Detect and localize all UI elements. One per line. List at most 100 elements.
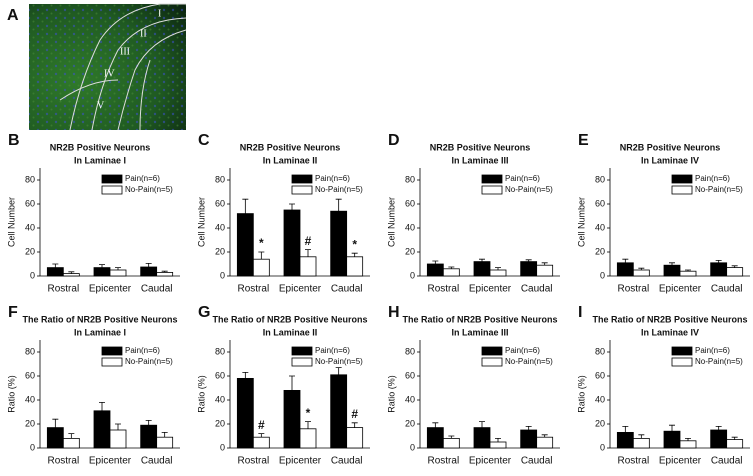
x-tick-label: Caudal xyxy=(521,456,553,467)
y-tick-label: 0 xyxy=(220,270,225,280)
legend-swatch xyxy=(101,174,123,184)
bar xyxy=(489,441,507,449)
x-tick-label: Caudal xyxy=(141,456,173,467)
y-tick-label: 40 xyxy=(405,222,415,232)
error-bar xyxy=(669,262,675,266)
error-bar xyxy=(448,266,455,269)
bar xyxy=(632,269,650,277)
error-bar xyxy=(305,421,311,429)
x-tick-label: Epicenter xyxy=(279,456,322,467)
chart-title: NR2B Positive Neurons xyxy=(50,142,151,152)
y-tick-label: 20 xyxy=(405,418,415,428)
chart-panel: E NR2B Positive Neurons In Laminae IV Cell … xyxy=(576,132,750,295)
panel-label: F xyxy=(8,304,18,321)
bar xyxy=(346,256,364,277)
chart-title: NR2B Positive Neurons xyxy=(430,142,531,152)
bar xyxy=(140,424,158,449)
error-bar xyxy=(622,426,629,433)
y-tick-label: 60 xyxy=(595,198,605,208)
legend-swatch xyxy=(481,174,503,184)
bar xyxy=(663,430,681,449)
chart-title: The Ratio of NR2B Positive Neurons xyxy=(402,314,557,324)
bar xyxy=(283,209,301,277)
error-bar xyxy=(258,433,265,438)
y-tick-label: 0 xyxy=(410,442,415,452)
y-tick-label: 80 xyxy=(405,346,415,356)
bar xyxy=(726,439,744,449)
bar xyxy=(46,427,64,449)
bar xyxy=(426,263,444,277)
error-bar xyxy=(495,438,501,442)
legend-label: No-Pain(n=5) xyxy=(505,185,553,194)
y-tick-label: 80 xyxy=(215,346,225,356)
y-tick-label: 40 xyxy=(25,222,35,232)
legend-label: Pain(n=6) xyxy=(315,174,350,183)
x-tick-label: Caudal xyxy=(521,284,553,295)
x-tick-label: Epicenter xyxy=(659,284,702,295)
y-tick-label: 40 xyxy=(215,394,225,404)
bar xyxy=(299,256,317,277)
bar xyxy=(236,377,254,449)
error-bar xyxy=(541,434,548,438)
bar xyxy=(330,374,348,449)
legend-swatch xyxy=(291,185,313,195)
legend-label: Pain(n=6) xyxy=(695,346,730,355)
error-bar xyxy=(715,426,722,430)
error-bar xyxy=(115,423,121,430)
chart-title: In Laminae I xyxy=(74,155,126,165)
micrograph-texture xyxy=(29,4,186,130)
error-bar xyxy=(99,264,105,268)
panel-label: G xyxy=(198,304,210,321)
y-axis-label: Cell Number xyxy=(196,197,206,247)
y-tick-label: 60 xyxy=(25,198,35,208)
y-tick-label: 0 xyxy=(600,442,605,452)
chart-panel: G The Ratio of NR2B Positive Neurons In La… xyxy=(196,304,370,467)
region-label: V xyxy=(97,100,105,111)
error-bar xyxy=(335,198,342,212)
y-tick-label: 80 xyxy=(595,346,605,356)
bar xyxy=(489,269,507,277)
error-bar xyxy=(685,438,691,441)
y-tick-label: 0 xyxy=(30,270,35,280)
bar xyxy=(62,273,80,277)
error-bar xyxy=(242,198,249,214)
y-tick-label: 0 xyxy=(410,270,415,280)
legend-swatch xyxy=(291,357,313,367)
bar xyxy=(299,428,317,449)
error-bar xyxy=(479,258,485,262)
bar xyxy=(473,427,491,449)
error-bar xyxy=(479,421,485,428)
y-axis-label: Cell Number xyxy=(6,197,16,247)
region-label: III xyxy=(120,46,130,57)
y-tick-label: 40 xyxy=(595,222,605,232)
y-tick-label: 80 xyxy=(215,174,225,184)
legend-swatch xyxy=(291,346,313,356)
chart-title: NR2B Positive Neurons xyxy=(620,142,721,152)
error-bar xyxy=(99,402,105,411)
error-bar xyxy=(145,420,152,426)
x-tick-label: Epicenter xyxy=(469,456,512,467)
y-tick-label: 0 xyxy=(220,442,225,452)
legend-label: Pain(n=6) xyxy=(125,174,160,183)
y-tick-label: 60 xyxy=(405,198,415,208)
x-tick-label: Caudal xyxy=(331,456,363,467)
legend-label: Pain(n=6) xyxy=(695,174,730,183)
error-bar xyxy=(432,260,439,264)
boundary xyxy=(117,29,187,131)
y-tick-label: 20 xyxy=(25,246,35,256)
y-tick-label: 20 xyxy=(215,418,225,428)
bar xyxy=(46,267,64,277)
y-tick-label: 40 xyxy=(405,394,415,404)
chart-panel: I The Ratio of NR2B Positive Neurons In La… xyxy=(576,304,750,467)
boundary xyxy=(59,79,119,101)
significance-marker: # xyxy=(258,418,265,432)
bar xyxy=(426,427,444,449)
significance-marker: # xyxy=(305,234,312,248)
bar xyxy=(283,389,301,449)
bar xyxy=(140,266,158,277)
y-axis-label: Ratio (%) xyxy=(6,375,16,413)
bar xyxy=(616,431,634,449)
bar xyxy=(616,262,634,277)
x-tick-label: Epicenter xyxy=(469,284,512,295)
error-bar xyxy=(495,267,501,270)
